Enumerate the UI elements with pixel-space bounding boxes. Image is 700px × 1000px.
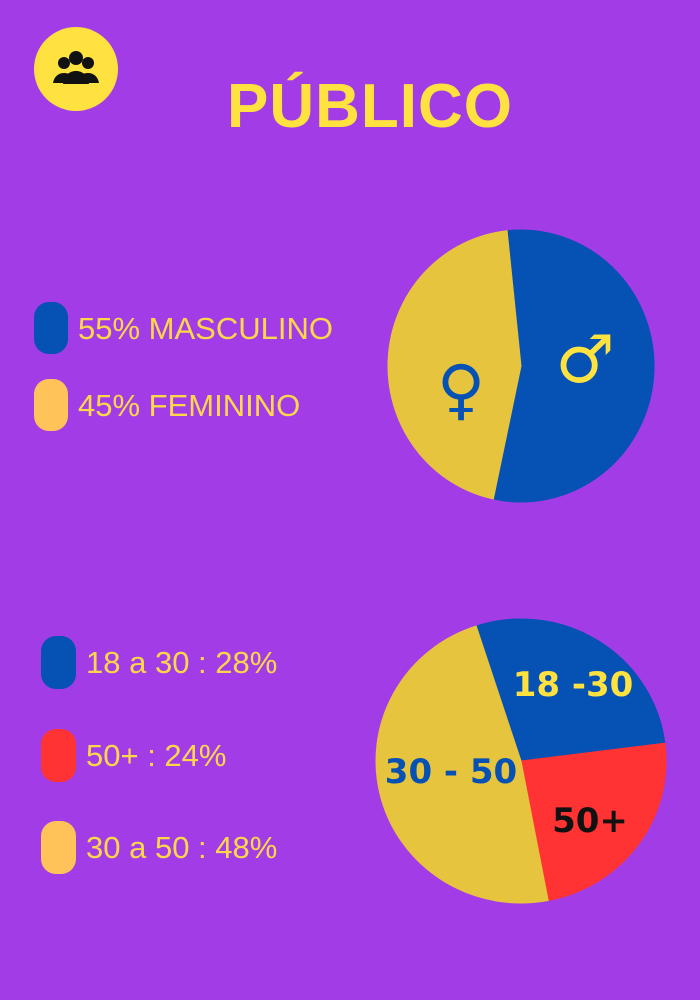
age-legend-label-30-50: 30 a 50 : 48% — [86, 830, 278, 865]
gender-legend-label-male: 55% MASCULINO — [78, 310, 333, 346]
age-legend-label-18-30: 18 a 30 : 28% — [86, 645, 278, 680]
age-pie-slice-50-plus — [520, 742, 667, 902]
legend-swatch-50-plus — [41, 729, 76, 782]
age-pie-label-30-50: 30 - 50 — [385, 752, 517, 792]
gender-legend-label-female: 45% FEMININO — [78, 387, 301, 423]
age-legend-item-30-50: 30 a 50 : 48% — [41, 821, 277, 874]
legend-swatch-male — [34, 302, 68, 354]
age-pie-slice-30-50 — [375, 625, 549, 904]
page-title: PÚBLICO — [227, 72, 513, 141]
age-legend-label-50-plus: 50+ : 24% — [86, 738, 227, 773]
gender-pie-slice-female — [387, 230, 522, 500]
age-pie-chart: 18 -30 50+ 30 - 50 — [375, 618, 667, 904]
age-pie-label-18-30: 18 -30 — [513, 665, 634, 705]
gender-legend-item-male: 55% MASCULINO — [34, 302, 333, 354]
gender-pie-slice-male — [492, 229, 655, 503]
users-icon-badge — [34, 27, 118, 111]
age-pie-slice-18-30 — [475, 618, 666, 762]
users-icon — [53, 51, 99, 84]
gender-legend-item-female: 45% FEMININO — [34, 379, 300, 431]
legend-swatch-female — [34, 379, 68, 431]
age-legend-item-18-30: 18 a 30 : 28% — [41, 636, 277, 689]
legend-swatch-30-50 — [41, 821, 76, 874]
female-symbol-label: ♀ — [437, 351, 485, 428]
age-legend-item-50-plus: 50+ : 24% — [41, 729, 226, 782]
legend-swatch-18-30 — [41, 636, 76, 689]
age-pie-label-50-plus: 50+ — [552, 801, 628, 841]
male-symbol-label: ♂ — [555, 321, 614, 398]
gender-pie-chart: ♂♀ — [387, 229, 655, 503]
